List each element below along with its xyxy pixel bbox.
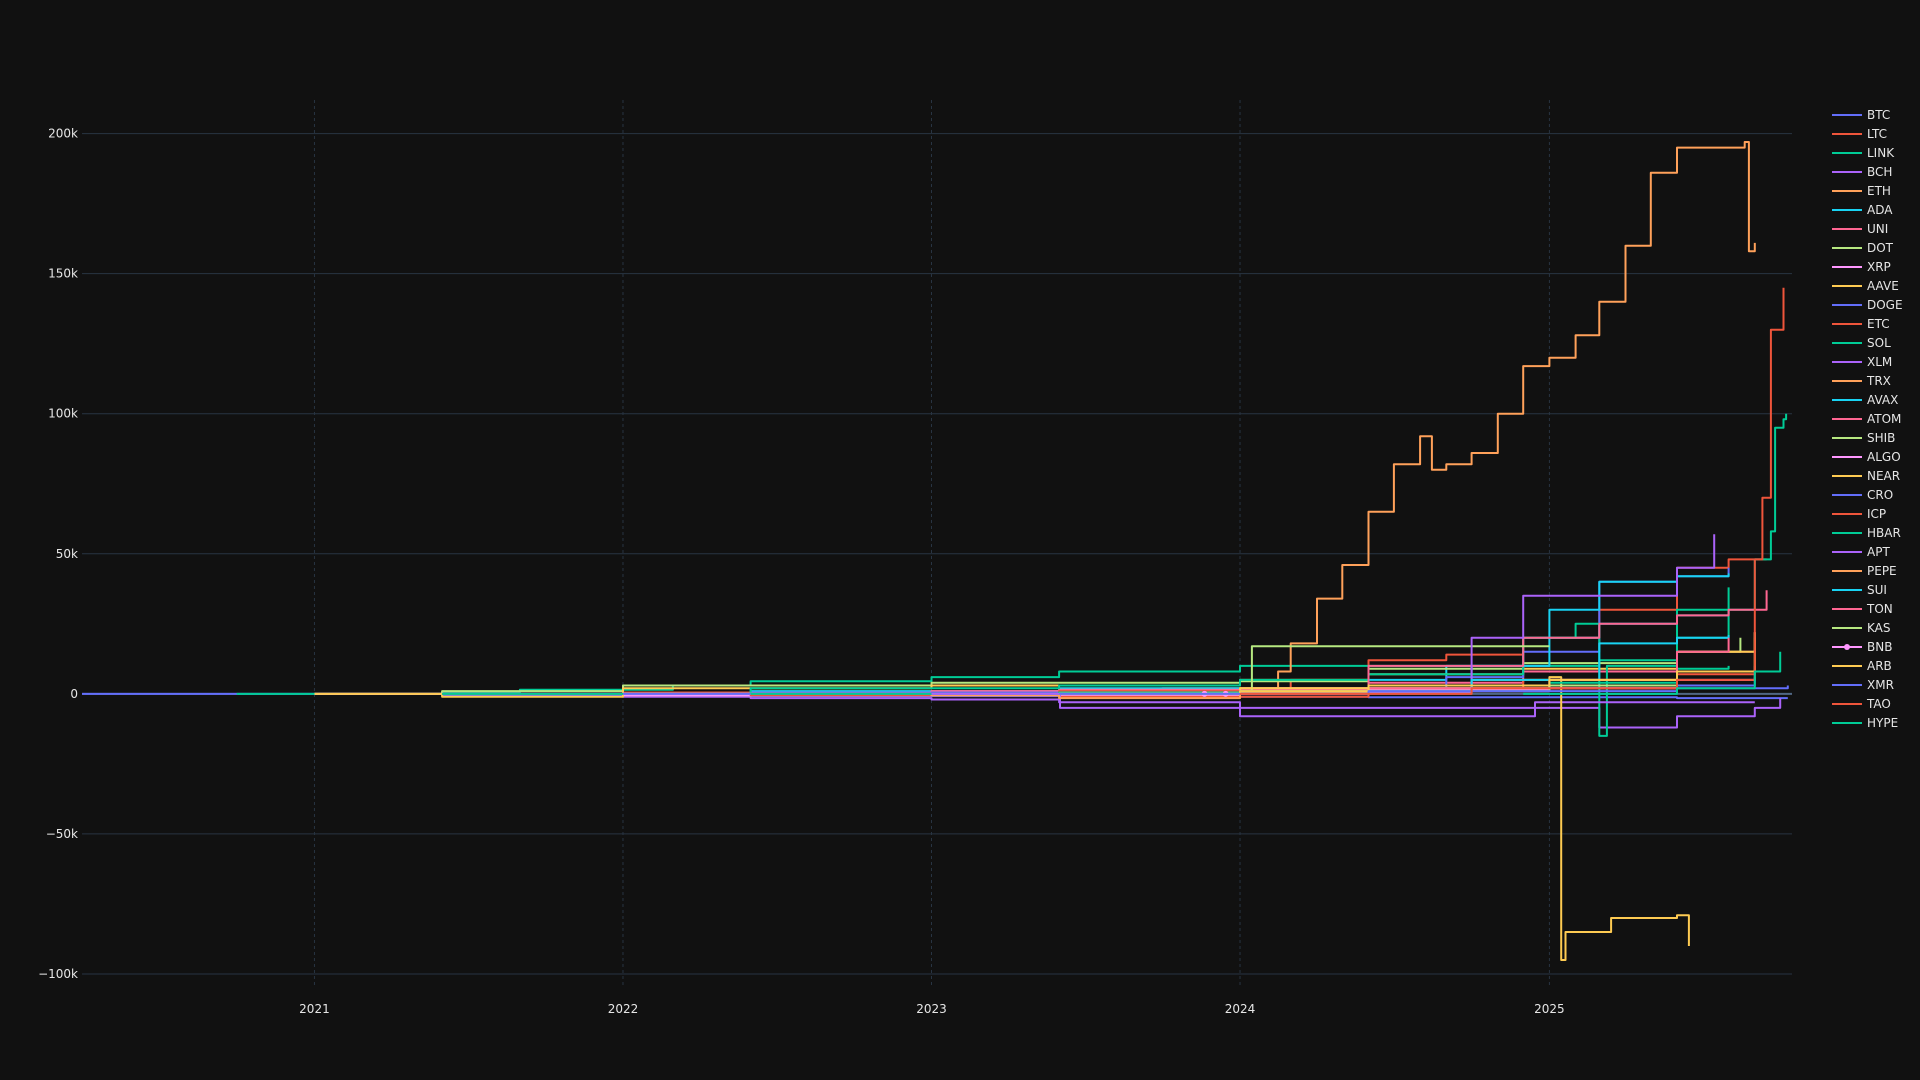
legend-label: BCH bbox=[1867, 165, 1892, 179]
legend-item-xrp[interactable]: XRP bbox=[1832, 260, 1891, 274]
y-tick-label: 200k bbox=[48, 127, 78, 141]
legend-label: BTC bbox=[1867, 108, 1890, 122]
x-tick-label: 2022 bbox=[608, 1002, 639, 1016]
legend-label: TAO bbox=[1866, 697, 1891, 711]
series-line-eth[interactable] bbox=[314, 141, 1756, 697]
x-tick-label: 2021 bbox=[299, 1002, 330, 1016]
y-tick-label: 150k bbox=[48, 267, 78, 281]
y-tick-label: −50k bbox=[46, 827, 78, 841]
y-tick-label: 0 bbox=[70, 687, 78, 701]
legend-label: UNI bbox=[1867, 222, 1888, 236]
legend-label: KAS bbox=[1867, 621, 1890, 635]
legend-item-hbar[interactable]: HBAR bbox=[1832, 526, 1901, 540]
legend-label: PEPE bbox=[1867, 564, 1897, 578]
series-line-tao[interactable] bbox=[1240, 287, 1785, 695]
legend-label: DOT bbox=[1867, 241, 1894, 255]
y-tick-label: 100k bbox=[48, 407, 78, 421]
legend-item-ada[interactable]: ADA bbox=[1832, 203, 1893, 217]
legend-item-bnb[interactable]: BNB bbox=[1832, 640, 1892, 654]
y-axis-ticks: 200k 150k 100k 50k 0 −50k −100k bbox=[38, 127, 78, 981]
legend-label: AVAX bbox=[1867, 393, 1898, 407]
legend-label: BNB bbox=[1867, 640, 1892, 654]
series-line-hype[interactable] bbox=[1523, 651, 1782, 695]
legend-item-near[interactable]: NEAR bbox=[1832, 469, 1900, 483]
legend-label: NEAR bbox=[1867, 469, 1900, 483]
legend-label: ALGO bbox=[1867, 450, 1901, 464]
legend-marker bbox=[1844, 644, 1850, 650]
legend-item-avax[interactable]: AVAX bbox=[1832, 393, 1898, 407]
legend-item-bch[interactable]: BCH bbox=[1832, 165, 1892, 179]
legend-item-eth[interactable]: ETH bbox=[1832, 184, 1891, 198]
legend[interactable]: BTC LTC LINK BCH ETH ADA UNI DOT XRP AAVE DOGE ETC S… bbox=[1832, 108, 1903, 730]
legend-item-kas[interactable]: KAS bbox=[1832, 621, 1890, 635]
legend-item-arb[interactable]: ARB bbox=[1832, 659, 1892, 673]
legend-label: CRO bbox=[1867, 488, 1893, 502]
legend-label: LINK bbox=[1867, 146, 1895, 160]
x-tick-label: 2024 bbox=[1225, 1002, 1256, 1016]
legend-label: HYPE bbox=[1867, 716, 1898, 730]
legend-label: XLM bbox=[1867, 355, 1892, 369]
y-tick-label: 50k bbox=[56, 547, 78, 561]
y-tick-label: −100k bbox=[38, 967, 78, 981]
series-line-xlm[interactable] bbox=[1059, 692, 1755, 718]
legend-label: AAVE bbox=[1867, 279, 1899, 293]
legend-item-tao[interactable]: TAO bbox=[1832, 697, 1891, 711]
legend-label: TON bbox=[1866, 602, 1893, 616]
legend-label: ICP bbox=[1867, 507, 1886, 521]
legend-item-icp[interactable]: ICP bbox=[1832, 507, 1886, 521]
legend-label: ETC bbox=[1867, 317, 1890, 331]
legend-item-algo[interactable]: ALGO bbox=[1832, 450, 1901, 464]
legend-item-xlm[interactable]: XLM bbox=[1832, 355, 1892, 369]
legend-label: XRP bbox=[1867, 260, 1891, 274]
legend-item-aave[interactable]: AAVE bbox=[1832, 279, 1899, 293]
legend-item-dot[interactable]: DOT bbox=[1832, 241, 1894, 255]
legend-label: DOGE bbox=[1867, 298, 1903, 312]
legend-item-etc[interactable]: ETC bbox=[1832, 317, 1890, 331]
x-axis-ticks: 2021 2022 2023 2024 2025 bbox=[299, 1002, 1564, 1016]
legend-label: HBAR bbox=[1867, 526, 1901, 540]
legend-item-ton[interactable]: TON bbox=[1832, 602, 1893, 616]
legend-label: XMR bbox=[1867, 678, 1894, 692]
legend-item-xmr[interactable]: XMR bbox=[1832, 678, 1894, 692]
x-tick-label: 2025 bbox=[1534, 1002, 1565, 1016]
series-lines bbox=[82, 141, 1789, 961]
legend-label: TRX bbox=[1866, 374, 1891, 388]
legend-label: SUI bbox=[1867, 583, 1887, 597]
legend-item-sui[interactable]: SUI bbox=[1832, 583, 1887, 597]
legend-label: ARB bbox=[1867, 659, 1892, 673]
legend-item-doge[interactable]: DOGE bbox=[1832, 298, 1903, 312]
legend-label: SOL bbox=[1867, 336, 1891, 350]
legend-label: SHIB bbox=[1867, 431, 1895, 445]
legend-label: LTC bbox=[1867, 127, 1887, 141]
series-line-arb[interactable] bbox=[1059, 637, 1756, 695]
x-tick-label: 2023 bbox=[916, 1002, 947, 1016]
legend-item-trx[interactable]: TRX bbox=[1832, 374, 1891, 388]
legend-item-ltc[interactable]: LTC bbox=[1832, 127, 1887, 141]
legend-item-uni[interactable]: UNI bbox=[1832, 222, 1888, 236]
legend-label: ATOM bbox=[1867, 412, 1901, 426]
legend-item-sol[interactable]: SOL bbox=[1832, 336, 1891, 350]
legend-item-shib[interactable]: SHIB bbox=[1832, 431, 1895, 445]
legend-label: APT bbox=[1867, 545, 1890, 559]
legend-item-cro[interactable]: CRO bbox=[1832, 488, 1893, 502]
legend-label: ETH bbox=[1867, 184, 1891, 198]
legend-item-apt[interactable]: APT bbox=[1832, 545, 1890, 559]
legend-item-pepe[interactable]: PEPE bbox=[1832, 564, 1897, 578]
legend-item-atom[interactable]: ATOM bbox=[1832, 412, 1901, 426]
legend-item-hype[interactable]: HYPE bbox=[1832, 716, 1898, 730]
legend-item-btc[interactable]: BTC bbox=[1832, 108, 1890, 122]
legend-item-link[interactable]: LINK bbox=[1832, 146, 1895, 160]
legend-label: ADA bbox=[1867, 203, 1893, 217]
grid bbox=[82, 100, 1792, 988]
